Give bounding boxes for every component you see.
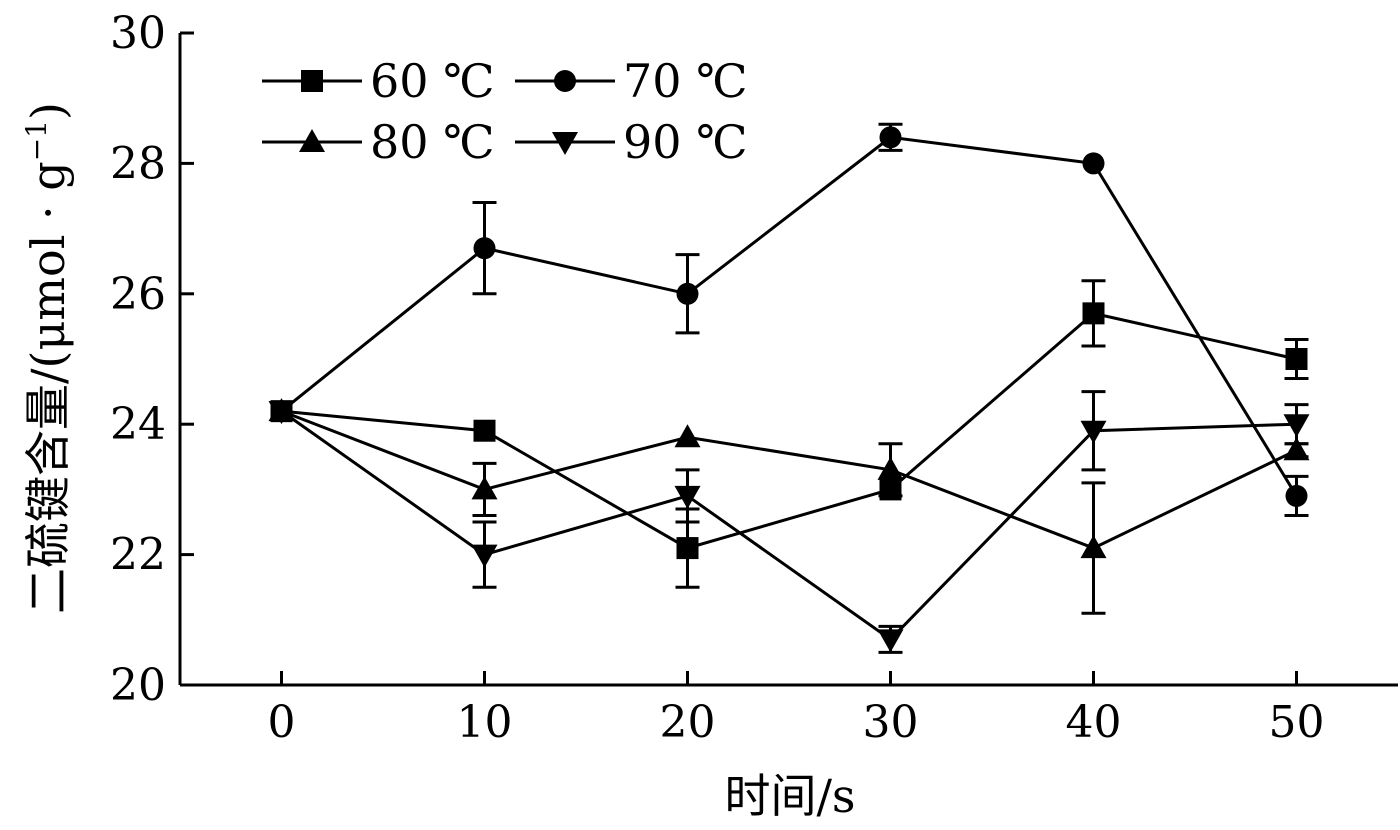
series-markers (268, 126, 1310, 653)
y-tick-label-22: 22 (110, 530, 166, 581)
point-2-5 (1283, 437, 1310, 461)
y-axis-title-sup: −1 (20, 120, 53, 161)
x-tick-label-0: 0 (268, 697, 296, 748)
y-tick-label-30: 30 (110, 8, 166, 59)
series-line-1 (280, 135, 1298, 497)
point-1-2 (676, 282, 699, 305)
legend-label-1: 70 ℃ (623, 54, 748, 108)
x-axis-title: 时间/s (724, 769, 855, 823)
point-1-3 (879, 126, 902, 149)
point-0-3 (879, 478, 902, 501)
legend-marker-1 (554, 70, 576, 92)
point-0-4 (1082, 302, 1105, 325)
legend-label-0: 60 ℃ (370, 54, 495, 108)
tick-labels: 20 22 24 26 28 30 0 10 20 30 40 50 (110, 8, 1325, 748)
point-3-2 (674, 485, 701, 509)
x-tick-label-40: 40 (1066, 697, 1122, 748)
y-axis-title: 二硫键含量/(μmol · g−1) (20, 102, 75, 614)
x-tick-label-10: 10 (457, 697, 513, 748)
series-line-0 (281, 311, 1297, 550)
point-1-5 (1285, 484, 1308, 507)
point-2-2 (674, 424, 701, 448)
point-3-1 (471, 544, 498, 568)
point-0-2 (676, 537, 699, 560)
point-3-0 (268, 401, 295, 425)
legend-label-2: 80 ℃ (370, 115, 495, 169)
legend-label-3: 90 ℃ (623, 115, 748, 169)
axes (178, 31, 1398, 687)
point-1-1 (473, 237, 496, 260)
y-tick-label-28: 28 (110, 138, 166, 189)
series-line-2 (280, 409, 1298, 550)
x-tick-label-30: 30 (863, 697, 919, 748)
legend: 60 ℃ 70 ℃ 80 ℃ 90 ℃ (262, 54, 748, 169)
series-lines (280, 135, 1298, 642)
point-2-4 (1080, 535, 1107, 559)
point-3-4 (1080, 420, 1107, 444)
y-axis-title-end: ) (21, 102, 75, 120)
point-3-3 (877, 629, 904, 653)
legend-marker-3 (552, 132, 578, 155)
x-tick-label-20: 20 (660, 697, 716, 748)
point-2-3 (877, 456, 904, 480)
error-bars (472, 122, 1309, 654)
y-tick-label-26: 26 (110, 269, 166, 320)
point-2-1 (471, 476, 498, 500)
point-3-5 (1283, 414, 1310, 438)
point-1-4 (1082, 152, 1105, 175)
series-line-3 (280, 409, 1297, 642)
point-0-1 (473, 419, 496, 442)
x-tick-label-50: 50 (1269, 697, 1325, 748)
legend-marker-2 (299, 129, 325, 152)
y-tick-label-20: 20 (110, 660, 166, 711)
y-tick-label-24: 24 (110, 399, 166, 450)
point-0-5 (1285, 348, 1308, 370)
y-axis-title-main: 二硫键含量/(μmol · g (21, 161, 75, 614)
legend-marker-0 (301, 70, 323, 92)
